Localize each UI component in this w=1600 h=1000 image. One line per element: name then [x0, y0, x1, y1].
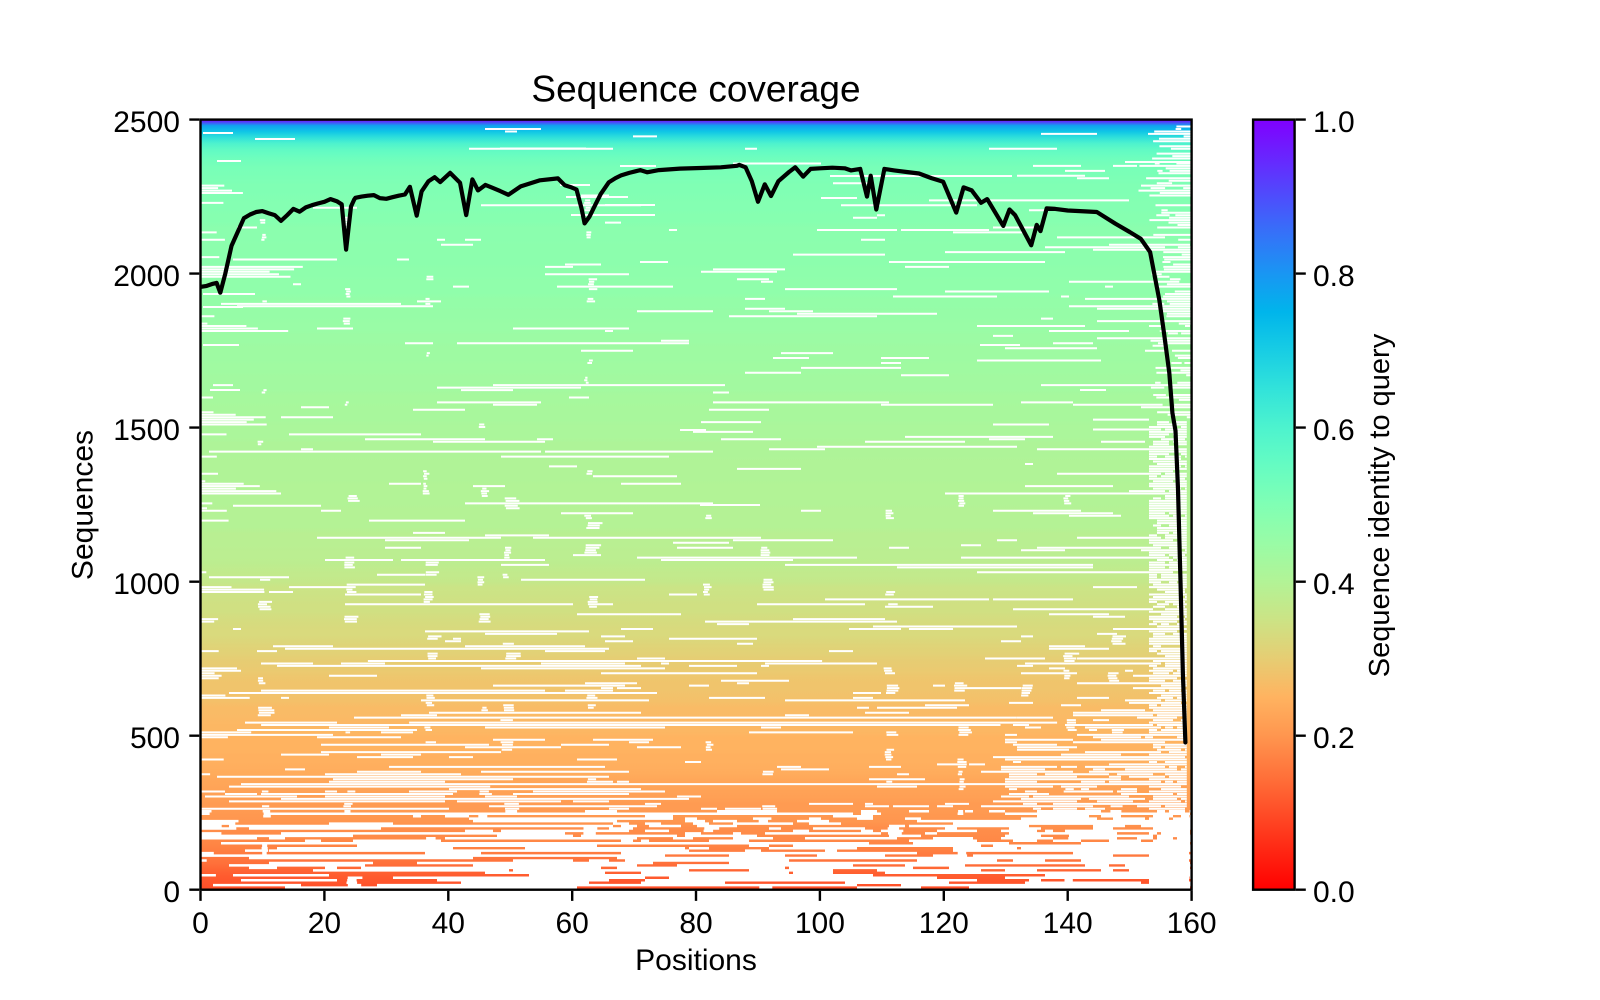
svg-text:1.0: 1.0 [1313, 106, 1355, 139]
svg-text:0.6: 0.6 [1313, 414, 1355, 447]
svg-text:Positions: Positions [635, 944, 757, 977]
svg-text:60: 60 [556, 907, 589, 940]
svg-text:0.0: 0.0 [1313, 876, 1355, 909]
svg-text:Sequence coverage: Sequence coverage [531, 69, 860, 110]
svg-text:0.4: 0.4 [1313, 568, 1355, 601]
svg-text:0.2: 0.2 [1313, 722, 1355, 755]
svg-text:2500: 2500 [113, 106, 180, 139]
svg-text:140: 140 [1043, 907, 1093, 940]
svg-text:80: 80 [679, 907, 712, 940]
svg-text:500: 500 [130, 722, 180, 755]
svg-text:1500: 1500 [113, 414, 180, 447]
svg-text:Sequence identity to query: Sequence identity to query [1364, 333, 1396, 677]
svg-text:160: 160 [1167, 907, 1217, 940]
svg-text:40: 40 [432, 907, 465, 940]
svg-text:1000: 1000 [113, 568, 180, 601]
svg-text:0.8: 0.8 [1313, 260, 1355, 293]
svg-text:120: 120 [919, 907, 969, 940]
svg-text:0: 0 [192, 907, 209, 940]
svg-text:100: 100 [795, 907, 845, 940]
svg-text:Sequences: Sequences [67, 430, 100, 580]
svg-text:0: 0 [163, 876, 180, 909]
svg-text:20: 20 [308, 907, 341, 940]
svg-text:2000: 2000 [113, 260, 180, 293]
